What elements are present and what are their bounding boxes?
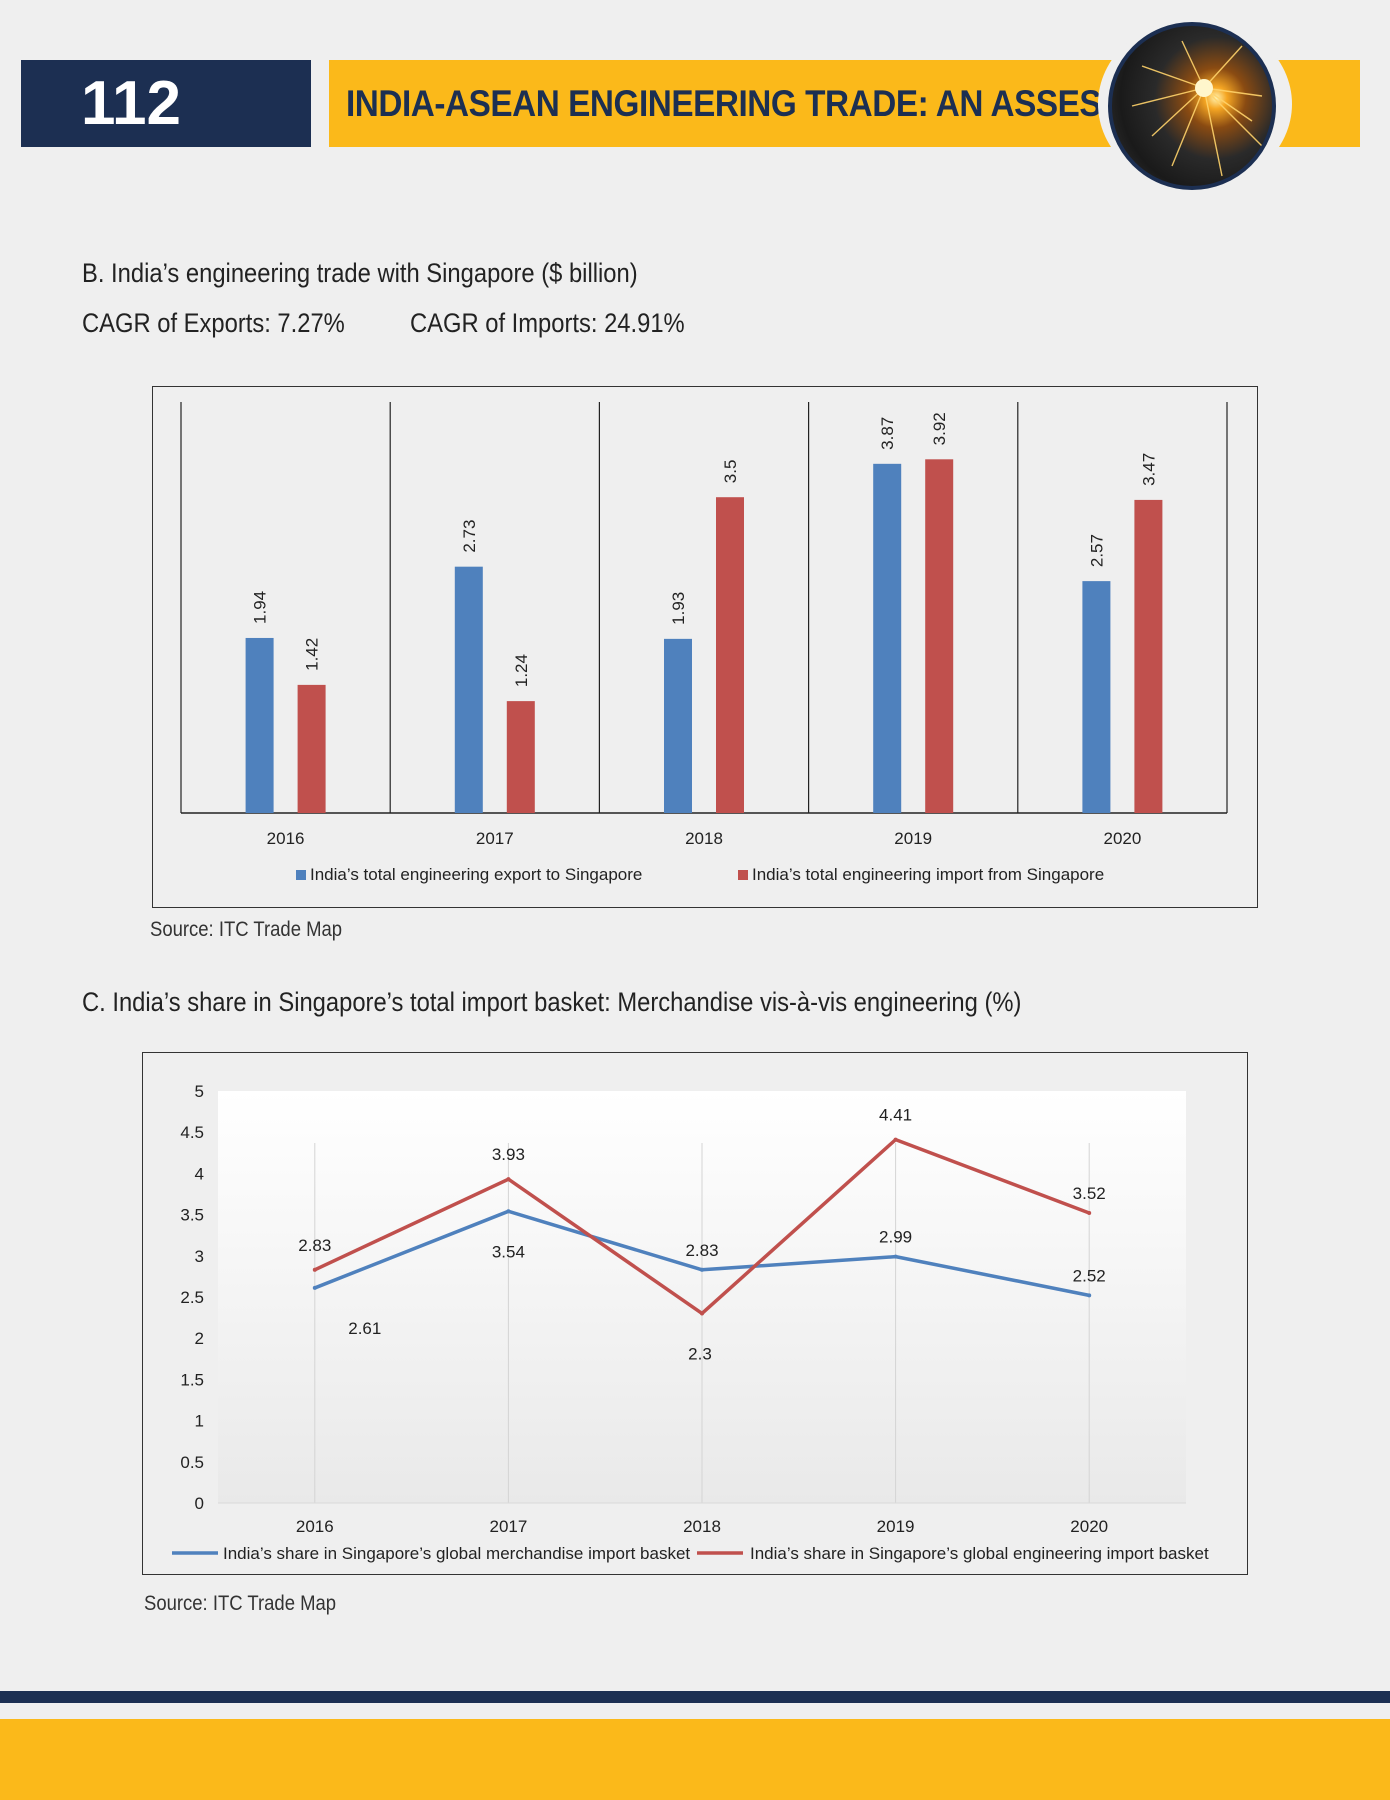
page-number: 112 bbox=[80, 69, 182, 138]
section-b-heading: B. India’s engineering trade with Singap… bbox=[82, 258, 638, 288]
data-label: 1.94 bbox=[251, 591, 270, 624]
bar bbox=[245, 637, 274, 813]
x-tick-label: 2019 bbox=[894, 829, 932, 848]
data-point bbox=[700, 1267, 704, 1272]
bar bbox=[1082, 581, 1111, 813]
y-tick-label: 4.5 bbox=[180, 1123, 204, 1142]
data-label: 3.5 bbox=[721, 460, 740, 484]
data-point bbox=[312, 1267, 317, 1272]
bar bbox=[873, 463, 902, 813]
y-tick-label: 3.5 bbox=[180, 1206, 204, 1225]
x-tick-label: 2020 bbox=[1070, 1517, 1108, 1536]
data-label: 1.93 bbox=[669, 592, 688, 625]
legend-label: India’s total engineering export to Sing… bbox=[310, 865, 642, 884]
data-label: 3.47 bbox=[1139, 453, 1158, 486]
data-point bbox=[506, 1177, 511, 1182]
data-label: 3.54 bbox=[492, 1242, 525, 1261]
data-label: 3.52 bbox=[1073, 1184, 1106, 1203]
x-tick-label: 2017 bbox=[489, 1517, 527, 1536]
bar bbox=[664, 638, 692, 813]
data-point bbox=[506, 1209, 511, 1214]
sparks-grinding-icon bbox=[1108, 22, 1276, 190]
y-tick-label: 1 bbox=[195, 1412, 204, 1431]
section-c-heading: C. India’s share in Singapore’s total im… bbox=[82, 987, 1022, 1017]
data-label: 3.92 bbox=[930, 412, 949, 445]
y-tick-label: 5 bbox=[195, 1082, 204, 1101]
source-b: Source: ITC Trade Map bbox=[150, 918, 343, 941]
bar bbox=[925, 459, 954, 813]
data-point bbox=[893, 1254, 898, 1259]
bar bbox=[454, 566, 483, 813]
x-tick-label: 2016 bbox=[296, 1517, 334, 1536]
legend-swatch bbox=[738, 870, 748, 880]
y-tick-label: 3 bbox=[195, 1247, 204, 1266]
y-tick-label: 2.5 bbox=[180, 1288, 204, 1307]
data-point bbox=[1087, 1293, 1092, 1298]
page-number-box bbox=[21, 60, 311, 147]
source-c: Source: ITC Trade Map bbox=[144, 1592, 337, 1615]
cagr-imports: CAGR of Imports: 24.91% bbox=[410, 308, 685, 338]
data-label: 4.41 bbox=[879, 1106, 912, 1125]
x-tick-label: 2019 bbox=[877, 1517, 915, 1536]
data-label: 1.42 bbox=[303, 638, 322, 671]
bar bbox=[297, 684, 326, 813]
legend-label: India’s share in Singapore’s global engi… bbox=[750, 1544, 1209, 1563]
data-label: 2.61 bbox=[348, 1319, 381, 1338]
data-point bbox=[1087, 1210, 1092, 1215]
data-label: 2.83 bbox=[685, 1241, 718, 1260]
data-label: 2.83 bbox=[298, 1236, 331, 1255]
data-label: 2.73 bbox=[460, 520, 479, 553]
x-tick-label: 2016 bbox=[267, 829, 305, 848]
data-label: 2.52 bbox=[1073, 1266, 1106, 1285]
bar-chart: 2016 1.94 1.42 2017 2.73 1.24 2018 1.93 3.5 2019 3… bbox=[180, 402, 1228, 884]
legend-swatch bbox=[296, 870, 306, 880]
footer-navy-bar bbox=[0, 1691, 1390, 1703]
data-label: 3.87 bbox=[878, 417, 897, 450]
x-tick-label: 2020 bbox=[1103, 829, 1141, 848]
data-point bbox=[312, 1285, 317, 1290]
bar bbox=[716, 497, 744, 813]
y-tick-label: 0 bbox=[195, 1494, 204, 1513]
data-label: 2.99 bbox=[879, 1228, 912, 1247]
header-title: INDIA-ASEAN ENGINEERING TRADE: AN ASSESS… bbox=[346, 83, 1216, 124]
bar bbox=[506, 701, 535, 813]
data-point bbox=[893, 1137, 898, 1142]
y-tick-label: 1.5 bbox=[180, 1370, 204, 1389]
footer-yellow-bar bbox=[0, 1719, 1390, 1800]
legend-label: India’s total engineering import from Si… bbox=[752, 865, 1104, 884]
x-tick-label: 2017 bbox=[476, 829, 514, 848]
data-label: 2.3 bbox=[688, 1344, 712, 1363]
bar bbox=[1134, 499, 1163, 813]
data-label: 3.93 bbox=[492, 1145, 525, 1164]
y-tick-label: 0.5 bbox=[180, 1453, 204, 1472]
y-tick-label: 2 bbox=[195, 1329, 204, 1348]
cagr-exports: CAGR of Exports: 7.27% bbox=[82, 308, 345, 338]
data-label: 1.24 bbox=[512, 654, 531, 687]
data-label: 2.57 bbox=[1087, 534, 1106, 567]
bar-chart-frame bbox=[152, 386, 1258, 908]
data-point bbox=[700, 1311, 704, 1316]
legend-label: India’s share in Singapore’s global merc… bbox=[223, 1544, 690, 1563]
y-tick-label: 4 bbox=[195, 1164, 204, 1183]
sparks-svg bbox=[1131, 40, 1263, 177]
x-tick-label: 2018 bbox=[685, 829, 723, 848]
x-tick-label: 2018 bbox=[683, 1517, 721, 1536]
